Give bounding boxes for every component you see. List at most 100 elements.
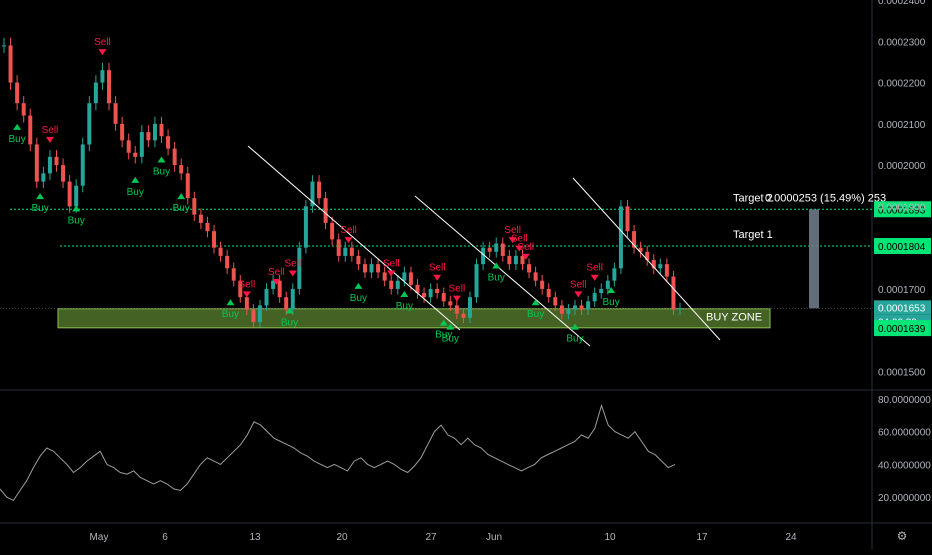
buy-arrow-icon [13, 123, 22, 130]
candle-body [546, 288, 551, 298]
buy-signal-label: Buy [222, 309, 239, 320]
time-tick-label: May [90, 532, 109, 543]
buy-signal-label: Buy [435, 330, 452, 341]
candle-body [389, 280, 394, 289]
sell-signal-label: Sell [383, 259, 400, 270]
buy-signal-label: Buy [153, 166, 170, 177]
sell-signal-label: Sell [586, 263, 603, 274]
time-tick-label: 17 [696, 532, 708, 543]
candle-body [454, 305, 459, 314]
current-price-badge-text: 0.0001653 [878, 303, 926, 314]
candle-body [658, 264, 663, 269]
buy-signal-label: Buy [442, 334, 459, 345]
candle-body [408, 272, 413, 285]
oscillator-tick-label: 80.0000000 [878, 395, 931, 406]
candle-body [244, 297, 249, 310]
sell-arrow-icon [590, 274, 599, 281]
candle-body [645, 251, 650, 261]
buy-signal-label: Buy [68, 215, 85, 226]
sell-signal-label: Sell [268, 267, 285, 278]
candle-body [356, 255, 361, 265]
candle-body [107, 70, 112, 104]
buy-arrow-icon [492, 262, 501, 269]
price-tick-label: 0.0001500 [878, 367, 926, 378]
buy-signal-label: Buy [9, 134, 26, 145]
candle-body [152, 123, 157, 141]
sell-arrow-icon [288, 270, 297, 277]
sell-signal-label: Sell [511, 233, 528, 244]
candle-body [474, 264, 479, 298]
candle-body [67, 181, 72, 207]
sell-arrow-icon [452, 295, 461, 302]
price-tick-label: 0.0002400 [878, 0, 926, 7]
buy-arrow-icon [177, 193, 186, 200]
oscillator-layer [0, 403, 676, 502]
candle-body [415, 284, 420, 294]
candle-body [533, 272, 538, 281]
candle-body [376, 264, 381, 273]
candle-body [297, 247, 302, 289]
buy-signal-label: Buy [350, 293, 367, 304]
oscillator-line [0, 403, 676, 502]
candle-body [336, 239, 341, 256]
candle-body [317, 181, 322, 199]
candle-body [527, 264, 532, 273]
target-level-label: Target 2 [733, 192, 773, 204]
time-tick-label: 24 [785, 532, 797, 543]
candle-body [513, 255, 518, 265]
candle-body [520, 255, 525, 265]
candle-body [28, 115, 33, 145]
sell-signal-label: Sell [94, 37, 111, 48]
buy-arrow-icon [36, 193, 45, 200]
buy-arrow-icon [157, 156, 166, 163]
candle-body [559, 305, 564, 314]
buy-signal-label: Buy [566, 334, 583, 345]
candle-body [638, 247, 643, 252]
buy-zone-layer: BUY ZONE [57, 308, 771, 329]
price-tick-label: 0.0002100 [878, 120, 926, 131]
candle-body [54, 156, 59, 166]
candle-body [146, 132, 151, 141]
level-price-badge-text: 0.0001893 [878, 205, 926, 216]
buy-arrow-icon [531, 299, 540, 306]
candle-body [34, 144, 39, 182]
candle-body [238, 280, 243, 298]
price-tick-label: 0.0002200 [878, 79, 926, 90]
candle-body [15, 82, 20, 104]
time-tick-label: 6 [162, 532, 168, 543]
buy-arrow-icon [400, 291, 409, 298]
sell-signal-label: Sell [42, 125, 59, 136]
buy-arrow-icon [570, 323, 579, 330]
sell-arrow-icon [521, 253, 530, 260]
buy-signal-label: Buy [281, 317, 298, 328]
candle-body [579, 305, 584, 310]
buy-signal-label: Buy [488, 272, 505, 283]
sell-arrow-icon [242, 291, 251, 298]
candle-body [264, 288, 269, 306]
candle-body [402, 272, 407, 281]
target-level-label: Target 1 [733, 229, 773, 241]
candle-body [172, 148, 177, 166]
axis-layer: 0.0001893 0.0001804 0.0002400 0.0002300 0.00… [90, 0, 932, 543]
sell-arrow-icon [433, 274, 442, 281]
candle-body [80, 144, 85, 186]
candle-body [395, 280, 400, 289]
price-tick-label: 0.0001700 [878, 285, 926, 296]
candle-body [179, 165, 184, 174]
candle-body [192, 198, 197, 215]
candle-body [349, 247, 354, 256]
candle-body [605, 280, 610, 289]
sell-signal-label: Sell [238, 279, 255, 290]
candle-body [303, 206, 308, 248]
candle-body [435, 288, 440, 294]
candle-body [100, 70, 105, 83]
candle-body [592, 293, 597, 302]
oscillator-tick-label: 60.0000000 [878, 428, 931, 439]
candle-body [251, 309, 256, 322]
candle-body [330, 222, 335, 240]
candle-body [671, 276, 676, 310]
sell-arrow-icon [344, 237, 353, 244]
